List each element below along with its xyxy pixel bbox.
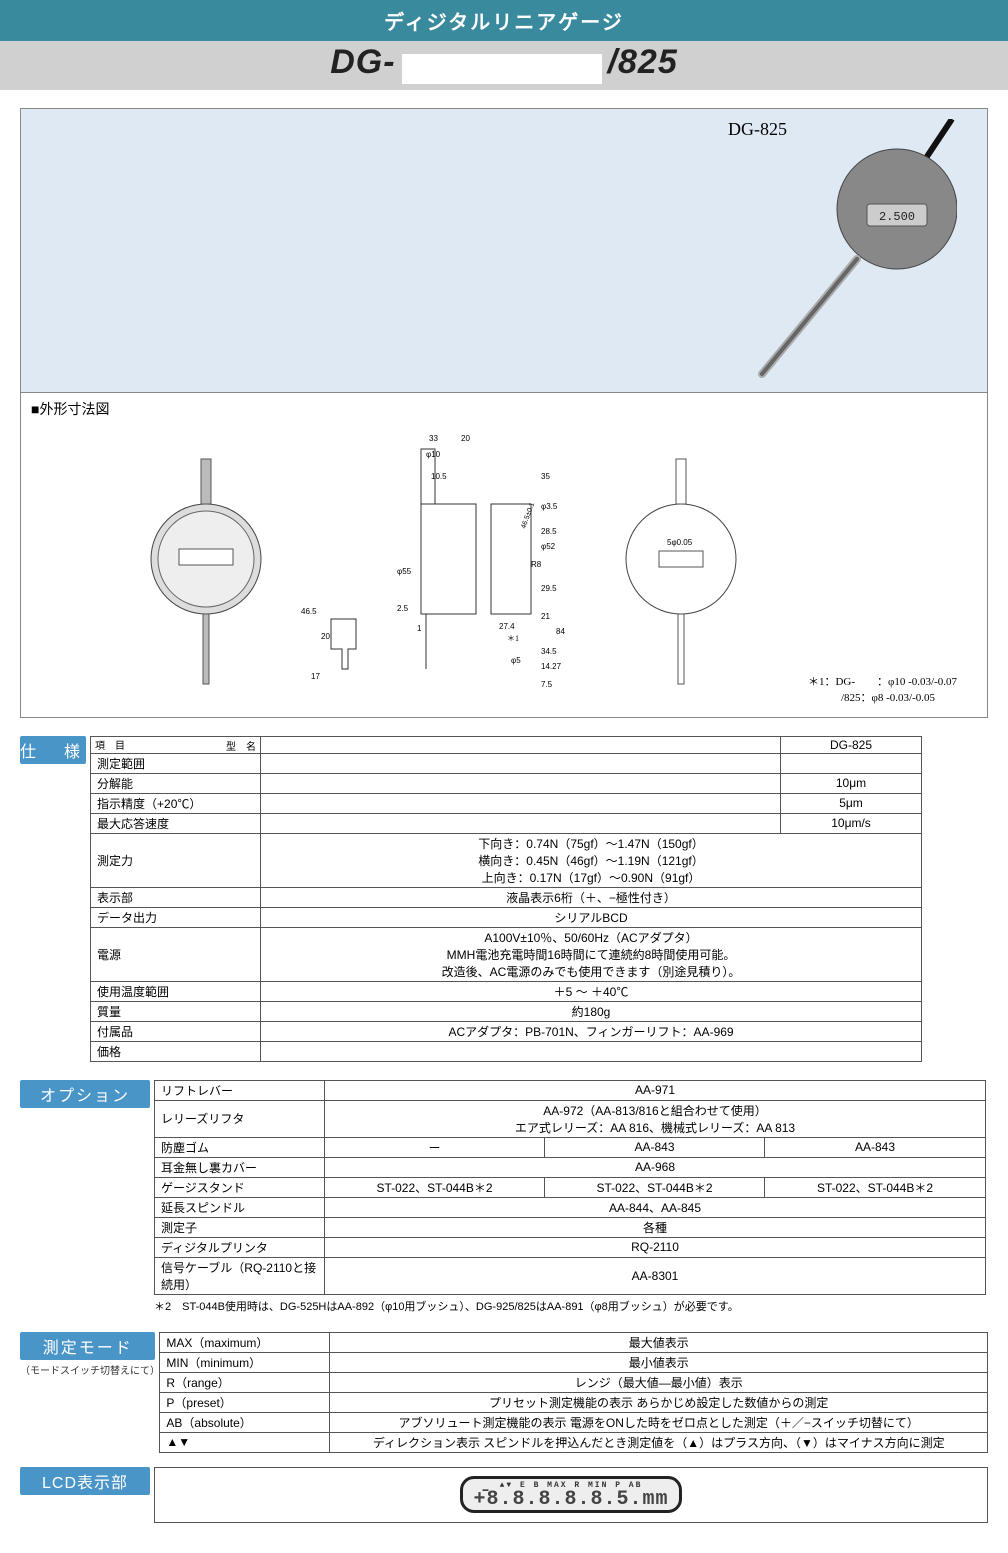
dimension-title: ■外形寸法図 <box>31 399 977 419</box>
model-blank <box>402 54 602 84</box>
section-label-lcd: LCD表示部 <box>20 1467 150 1495</box>
svg-text:14.27: 14.27 <box>541 662 562 671</box>
svg-text:＊1: ＊1 <box>507 634 519 643</box>
category-band: ディジタルリニアゲージ <box>0 0 1008 41</box>
dimension-footnote: ＊1：DG- ：φ10 -0.03/-0.07 /825：φ8 -0.03/-0… <box>808 673 957 705</box>
svg-text:φ10: φ10 <box>426 450 441 459</box>
section-label-mode: 測定モード <box>20 1332 155 1360</box>
lcd-display: ▲▼ E B MAX R MIN P AB +̄8.8.8.8.8.5.mm <box>460 1476 681 1513</box>
model-suffix: /825 <box>608 43 678 81</box>
model-band: DG- /825 <box>0 41 1008 90</box>
lcd-cell: ▲▼ E B MAX R MIN P AB +̄8.8.8.8.8.5.mm <box>154 1467 988 1523</box>
section-label-option: オプション <box>20 1080 150 1108</box>
model-prefix: DG- <box>330 43 395 81</box>
svg-text:35: 35 <box>541 472 550 481</box>
svg-text:φ52: φ52 <box>541 542 556 551</box>
section-label-mode-sub: （モードスイッチ切替えにて） <box>20 1362 159 1377</box>
lcd-digits: +̄8.8.8.8.8.5.mm <box>473 1490 668 1510</box>
svg-text:φ55: φ55 <box>397 567 412 576</box>
svg-text:2.500: 2.500 <box>879 210 915 224</box>
svg-text:1: 1 <box>417 624 422 633</box>
svg-text:5φ0.05: 5φ0.05 <box>667 538 693 547</box>
spec-table: 項 目 型 名 DG-825 測定範囲 分解能10μm 指示精度（+20℃）5μ… <box>90 736 922 1062</box>
svg-text:20: 20 <box>461 434 470 443</box>
svg-text:28.5: 28.5 <box>541 527 557 536</box>
svg-text:R8: R8 <box>531 560 542 569</box>
svg-text:10.5: 10.5 <box>431 472 447 481</box>
section-label-spec: 仕 様 <box>20 736 86 764</box>
svg-text:29.5: 29.5 <box>541 584 557 593</box>
svg-text:46.5: 46.5 <box>301 607 317 616</box>
svg-text:φ3.5: φ3.5 <box>541 502 558 511</box>
svg-text:27.4: 27.4 <box>499 622 515 631</box>
svg-text:21: 21 <box>541 612 550 621</box>
option-table: リフトレバーAA-971 レリーズリフタ AA-972（AA-813/816と組… <box>154 1080 986 1295</box>
option-footnote: ＊2 ST-044B使用時は、DG-525HはAA-892（φ10用ブッシュ）、… <box>154 1298 988 1314</box>
product-photo-panel: DG-825 2.500 <box>20 108 988 393</box>
svg-text:φ5: φ5 <box>511 656 521 665</box>
svg-text:33: 33 <box>429 434 438 443</box>
svg-text:17: 17 <box>311 672 320 681</box>
dimension-panel: ■外形寸法図 20 17 46.5 33 20 φ10 10.5 φ55 2.5… <box>20 393 988 718</box>
mode-table: MAX（maximum）最大値表示 MIN（minimum）最小値表示 R（ra… <box>159 1332 988 1453</box>
dimension-drawing: 20 17 46.5 33 20 φ10 10.5 φ55 2.5 1 27.4… <box>31 419 971 699</box>
svg-text:20: 20 <box>321 632 330 641</box>
svg-text:7.5: 7.5 <box>541 680 553 689</box>
svg-text:2.5: 2.5 <box>397 604 409 613</box>
svg-text:84: 84 <box>556 627 565 636</box>
product-image: 2.500 <box>747 119 957 379</box>
svg-text:34.5: 34.5 <box>541 647 557 656</box>
